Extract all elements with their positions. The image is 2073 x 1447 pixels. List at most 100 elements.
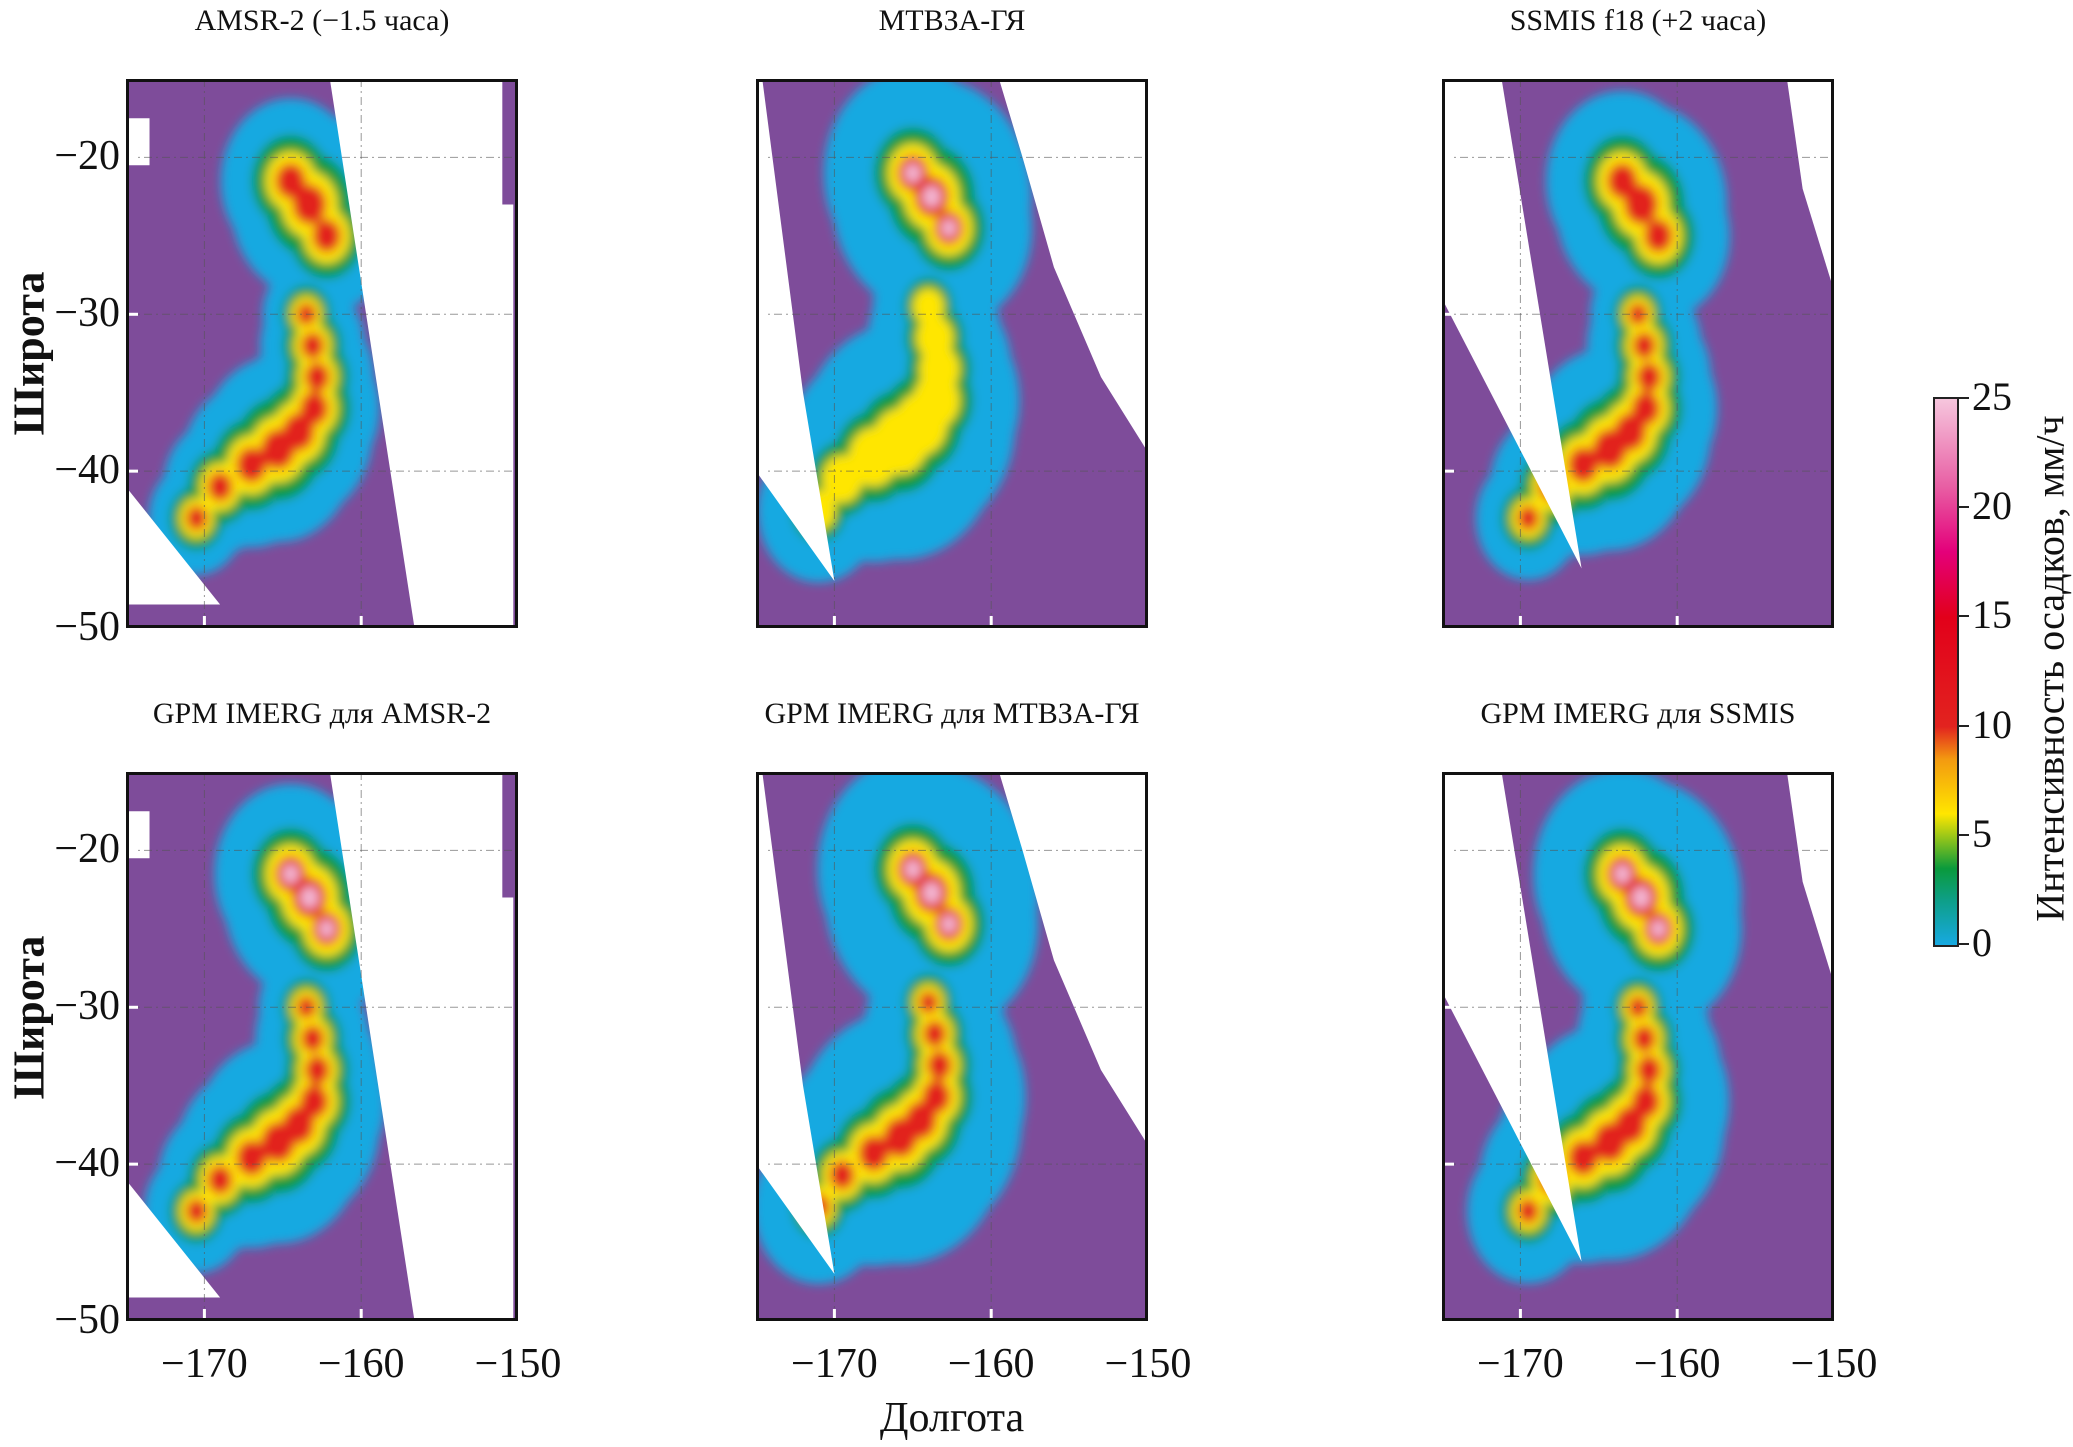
map-panel — [756, 772, 1148, 1321]
precip-cell-pink — [1614, 864, 1631, 884]
panel-title: GPM IMERG для МТВЗА-ГЯ — [764, 697, 1140, 730]
precip-cell-red — [1592, 1122, 1627, 1163]
precip-map — [126, 79, 518, 628]
y-tick-label: −50 — [54, 1297, 120, 1343]
panel-frame — [126, 79, 518, 628]
x-tick-label: −170 — [791, 1341, 878, 1387]
colorbar-label: Интенсивность осадков, мм/ч — [2027, 415, 2073, 922]
precip-cell-red — [1592, 429, 1627, 470]
precip-cell-pink — [904, 859, 922, 880]
precip-cell-red — [923, 1020, 947, 1048]
precip-cell-pink — [1631, 886, 1651, 909]
panel-frame — [756, 79, 1148, 628]
precip-map — [756, 79, 1148, 628]
precip-cell-red — [1567, 446, 1599, 483]
panel-frame — [126, 772, 518, 1321]
y-tick-label: −20 — [54, 133, 120, 180]
precip-cell-pink — [941, 218, 957, 238]
x-tick-label: −150 — [1104, 1341, 1192, 1387]
map-panel — [756, 79, 1148, 628]
x-axis-label: Долгота — [879, 1395, 1025, 1441]
precip-cell-red — [236, 446, 267, 483]
precip-cell-pink — [282, 864, 299, 884]
y-tick-label: −40 — [54, 1140, 120, 1187]
no-data-region — [126, 811, 150, 859]
y-tick-label: −30 — [54, 983, 120, 1030]
precip-cell-red — [1517, 1198, 1539, 1224]
precip-cell-red — [236, 1139, 267, 1176]
precip-cell-red — [1636, 1055, 1662, 1085]
precip-cell-yellow — [822, 455, 863, 503]
y-axis-label-bottom: Широта — [4, 935, 54, 1100]
precip-cell-red — [261, 1122, 296, 1163]
precip-field — [1475, 90, 1730, 581]
y-tick-label: −30 — [54, 290, 120, 337]
colorbar-tick-label: 15 — [1972, 592, 2012, 638]
precip-cell-red — [1628, 303, 1648, 326]
precip-cell-pink — [922, 881, 941, 904]
no-data-region — [1442, 79, 1582, 569]
colorbar-tick-label: 5 — [1972, 810, 1992, 856]
precip-cell-red — [292, 184, 327, 225]
y-tick-label: −50 — [54, 604, 120, 650]
precip-cell-red — [304, 1055, 330, 1085]
precip-cell-red — [1644, 219, 1673, 253]
x-tick-label: −150 — [1790, 1341, 1878, 1387]
map-panel — [126, 772, 518, 1321]
precip-cell-red — [918, 991, 938, 1014]
panel-frame — [756, 772, 1148, 1321]
precip-cell-red — [312, 219, 341, 253]
no-data-region — [126, 486, 221, 605]
precip-map — [126, 772, 518, 1321]
colorbar — [1933, 397, 1959, 947]
map-panel — [1442, 79, 1834, 628]
precip-cell-pink — [941, 914, 957, 934]
colorbar-tick-mark — [1959, 724, 1969, 727]
precip-cell-red — [304, 362, 330, 392]
no-data-region — [126, 118, 150, 166]
no-data-region — [1442, 772, 1582, 1262]
precip-cell-red — [883, 1117, 918, 1158]
colorbar-tick-label: 25 — [1972, 374, 2012, 419]
precip-cell-red — [927, 1050, 952, 1080]
colorbar-tick-mark — [1959, 943, 1969, 945]
colorbar-tick-mark — [1959, 506, 1969, 509]
panel-title: GPM IMERG для SSMIS — [1480, 697, 1796, 730]
precip-field — [148, 98, 393, 575]
precip-cell-pink — [318, 919, 335, 939]
no-data-region — [1786, 79, 1834, 291]
x-tick-label: −150 — [474, 1341, 562, 1387]
precip-cell-red — [829, 1160, 855, 1190]
precip-cell-red — [207, 472, 233, 502]
panel-title: AMSR-2 (−1.5 часа) — [194, 4, 450, 37]
no-data-region — [329, 772, 514, 1321]
map-panel — [126, 79, 518, 628]
colorbar-tick-mark — [1959, 615, 1969, 618]
precip-cell-red — [1632, 332, 1656, 360]
panel-title: SSMIS f18 (+2 часа) — [1509, 4, 1767, 37]
colorbar-tick-mark — [1959, 833, 1969, 836]
precip-map — [1442, 79, 1834, 628]
no-data-region — [999, 79, 1148, 453]
panel-frame — [1442, 772, 1834, 1321]
precip-cell-pink — [300, 886, 319, 909]
panel-frame — [1442, 79, 1834, 628]
y-tick-label: −20 — [54, 826, 120, 873]
x-tick-label: −160 — [1633, 1341, 1721, 1387]
precip-cell-pink — [904, 163, 922, 183]
precip-map — [1442, 772, 1834, 1321]
precip-cell-red — [1632, 1025, 1656, 1053]
map-panel — [1442, 772, 1834, 1321]
precip-map — [756, 772, 1148, 1321]
precip-cell-red — [1567, 1139, 1599, 1176]
precip-cell-pink — [1650, 919, 1667, 939]
precip-cell-red — [301, 1025, 324, 1053]
x-tick-label: −170 — [161, 1341, 248, 1387]
precip-cell-red — [1636, 362, 1662, 392]
colorbar-tick-label: 0 — [1972, 920, 1992, 965]
precip-cell-red — [207, 1165, 233, 1195]
no-data-region — [756, 79, 835, 581]
colorbar-tick-label: 10 — [1972, 701, 2012, 747]
precip-cell-red — [858, 1135, 889, 1172]
